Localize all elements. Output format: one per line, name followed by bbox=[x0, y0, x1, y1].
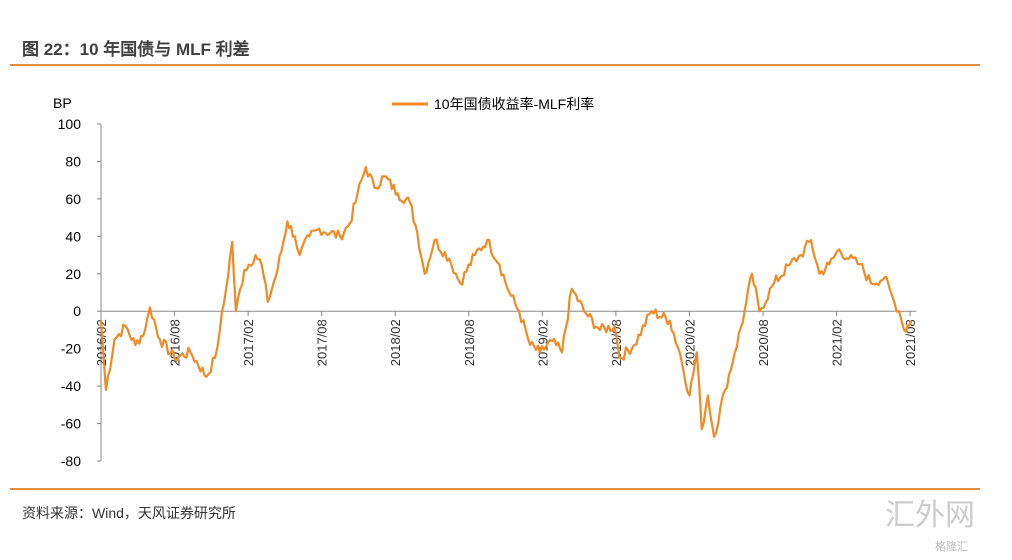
y-tick-label: 60 bbox=[65, 191, 81, 207]
y-tick-label: 0 bbox=[73, 303, 81, 319]
x-tick-label: 2019/02 bbox=[535, 319, 550, 366]
y-axis-label: BP bbox=[53, 95, 72, 111]
x-tick-label: 2017/08 bbox=[315, 319, 330, 366]
y-tick-label: 40 bbox=[65, 228, 81, 244]
y-tick-label: -60 bbox=[61, 416, 81, 432]
y-tick-label: 20 bbox=[65, 266, 81, 282]
y-tick-label: -80 bbox=[61, 453, 81, 469]
figure-title: 图 22：10 年国债与 MLF 利差 bbox=[22, 40, 250, 59]
y-tick-label: -40 bbox=[61, 378, 81, 394]
x-tick-label: 2018/02 bbox=[388, 319, 403, 366]
x-tick-label: 2021/08 bbox=[903, 319, 918, 366]
watermark-sub: 格隆汇 bbox=[935, 541, 968, 553]
source-rule bbox=[10, 488, 980, 490]
watermark: 汇外网 bbox=[885, 498, 975, 533]
y-tick-label: 100 bbox=[58, 116, 82, 132]
x-tick-label: 2018/08 bbox=[462, 319, 477, 366]
x-tick-label: 2021/02 bbox=[830, 319, 845, 366]
legend-label: 10年国债收益率-MLF利率 bbox=[434, 96, 594, 112]
title-rule bbox=[10, 64, 980, 66]
source-note: 资料来源：Wind，天风证券研究所 bbox=[22, 505, 236, 521]
y-tick-label: 80 bbox=[65, 153, 81, 169]
x-tick-label: 2020/08 bbox=[756, 319, 771, 366]
x-tick-label: 2016/08 bbox=[168, 319, 183, 366]
x-tick-label: 2020/02 bbox=[682, 319, 697, 366]
y-tick-label: -20 bbox=[61, 341, 81, 357]
series-line bbox=[99, 166, 913, 438]
x-tick-label: 2017/02 bbox=[241, 319, 256, 366]
